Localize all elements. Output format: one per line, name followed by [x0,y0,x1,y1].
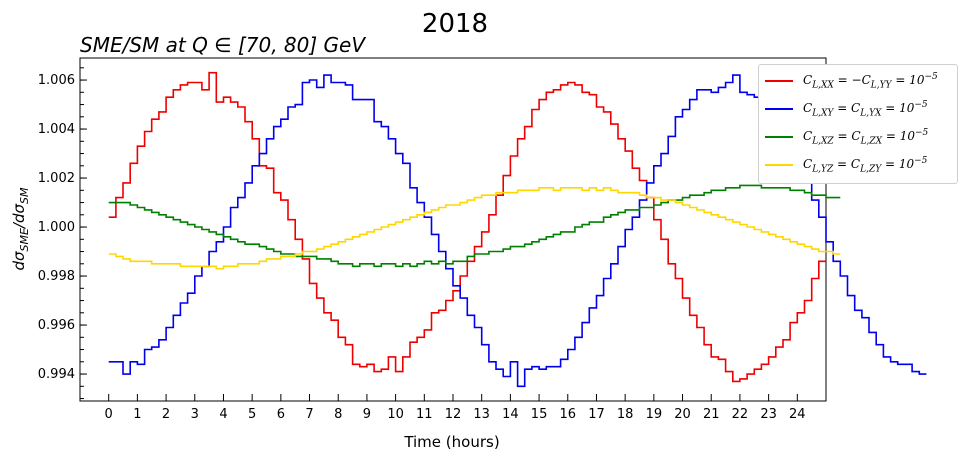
x-tick-label: 6 [277,407,285,422]
x-axis: 0 1 2 3 4 5 6 7 8 9 10 11 12 13 14 15 16 17 18 19 20 21 22 23 24 [105,394,806,422]
x-tick-label: 2 [162,407,170,422]
x-tick-label: 1 [133,407,141,422]
x-tick-label: 13 [473,407,490,422]
legend: CL,XX = −CL,YY = 10−5 CL,XY = CL,YX = 10… [758,64,958,184]
legend-item-xy: CL,XY = CL,YX = 10−5 [765,99,928,119]
legend-item-xz: CL,XZ = CL,ZX = 10−5 [765,127,928,147]
x-tick-label: 11 [416,407,433,422]
x-tick-label: 23 [760,407,777,422]
legend-label-xz: CL,XZ = CL,ZX = 10−5 [803,127,929,147]
y-tick-label: 1.006 [38,73,75,88]
legend-item-yz: CL,YZ = CL,ZY = 10−5 [765,155,927,175]
y-tick-label: 1.000 [38,220,75,235]
legend-label-xx: CL,XX = −CL,YY = 10−5 [803,71,938,91]
x-tick-label: 10 [387,407,404,422]
x-axis-label: Time (hours) [403,433,499,451]
x-tick-label: 22 [732,407,749,422]
x-tick-label: 7 [305,407,313,422]
x-tick-label: 4 [219,407,227,422]
y-tick-label: 1.004 [38,122,75,137]
series-line-3 [108,187,841,270]
y-tick-label: 0.998 [38,269,75,284]
y-axis-label: dσSME/dσSM [10,187,31,271]
legend-swatch-xy [765,108,793,110]
x-tick-label: 12 [445,407,462,422]
x-tick-label: 5 [248,407,256,422]
x-tick-label: 18 [617,407,634,422]
series-line-2 [108,184,841,268]
legend-label-xy: CL,XY = CL,YX = 10−5 [803,99,928,119]
x-tick-label: 8 [334,407,342,422]
x-tick-label: 15 [531,407,548,422]
legend-swatch-yz [765,164,793,166]
y-tick-label: 0.996 [38,318,75,333]
x-tick-label: 14 [502,407,519,422]
legend-item-xx: CL,XX = −CL,YY = 10−5 [765,71,938,91]
x-tick-label: 21 [703,407,720,422]
x-tick-label: 19 [646,407,663,422]
legend-swatch-xx [765,80,793,82]
legend-label-yz: CL,YZ = CL,ZY = 10−5 [803,155,928,175]
chart-subtitle: SME/SM at Q ∈ [70, 80] GeV [80,33,366,57]
x-tick-label: 24 [789,407,806,422]
x-tick-label: 0 [105,407,113,422]
series-line-0 [108,71,826,383]
y-tick-label: 0.994 [38,367,75,382]
legend-swatch-xz [765,136,793,138]
x-tick-label: 3 [191,407,199,422]
chart-title: 2018 [422,9,488,39]
x-tick-label: 9 [363,407,371,422]
plot-frame [79,57,827,402]
x-tick-label: 20 [674,407,691,422]
x-tick-label: 16 [559,407,576,422]
x-tick-label: 17 [588,407,605,422]
y-tick-label: 1.002 [38,171,75,186]
y-axis: 0.994 0.996 0.998 1.000 1.002 1.004 1.006 [38,67,87,400]
